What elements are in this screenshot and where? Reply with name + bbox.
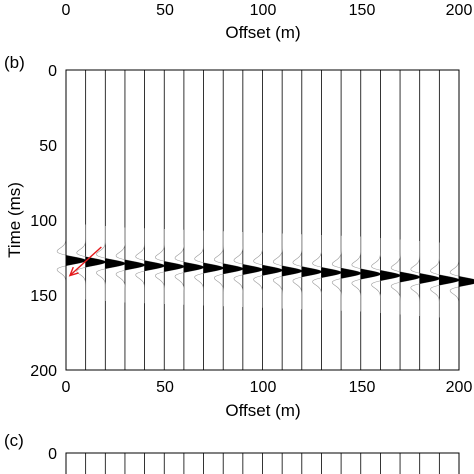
trace-fill [301,266,322,278]
trace-fill [360,268,381,280]
top-xtick-100: 100 [250,2,277,19]
panel-b-label: (b) [4,53,25,72]
trace-fill [262,264,283,276]
trace-fill [144,260,165,272]
trace-fill [66,255,86,266]
panel-b-x-axis: 0 50 100 150 200 Offset (m) [62,379,473,420]
ytick-200: 200 [30,363,57,380]
trace-fill [419,273,440,284]
trace-fill [223,263,244,275]
trace-fill [164,261,185,272]
trace-fill [183,261,204,273]
y-axis-label: Time (ms) [5,182,24,258]
ytick-0: 0 [48,63,57,80]
panel-b-y-axis: 0 50 100 150 200 Time (ms) [5,63,57,380]
top-panel-x-axis: 0 50 100 150 200 Offset (m) [62,2,473,42]
xtick-0: 0 [62,379,71,396]
trace-fill [105,258,126,269]
trace-fill [124,259,145,271]
arrow-shaft [69,246,102,277]
trace-fill [380,270,401,281]
trace-fill [439,274,460,286]
trace-fill [341,267,362,279]
trace-fill [203,262,224,274]
arrow-head [68,266,79,277]
xtick-150: 150 [349,379,376,396]
trace-fill [400,271,421,283]
xtick-100: 100 [250,379,277,396]
top-xtick-150: 150 [349,2,376,19]
trace-fill [242,264,263,275]
panel-c-ytick-0: 0 [48,446,57,463]
annotation-arrow [68,246,102,277]
panel-c-plot [65,452,460,474]
ytick-50: 50 [39,138,57,155]
panel-b-axes-box [65,69,460,371]
ytick-150: 150 [30,288,57,305]
panel-c-label: (c) [4,431,24,450]
top-x-axis-label: Offset (m) [225,23,300,42]
top-xtick-0: 0 [62,2,71,19]
trace-fill [321,267,342,278]
panel-b-plot [56,69,474,371]
top-xtick-50: 50 [156,2,174,19]
xtick-200: 200 [446,379,473,396]
top-xtick-200: 200 [446,2,473,19]
xtick-50: 50 [156,379,174,396]
x-axis-label: Offset (m) [225,401,300,420]
trace-fill [85,256,106,268]
wiggle-traces [56,70,474,370]
trace-fill [282,265,303,277]
trace-fill [459,276,474,287]
ytick-100: 100 [30,213,57,230]
